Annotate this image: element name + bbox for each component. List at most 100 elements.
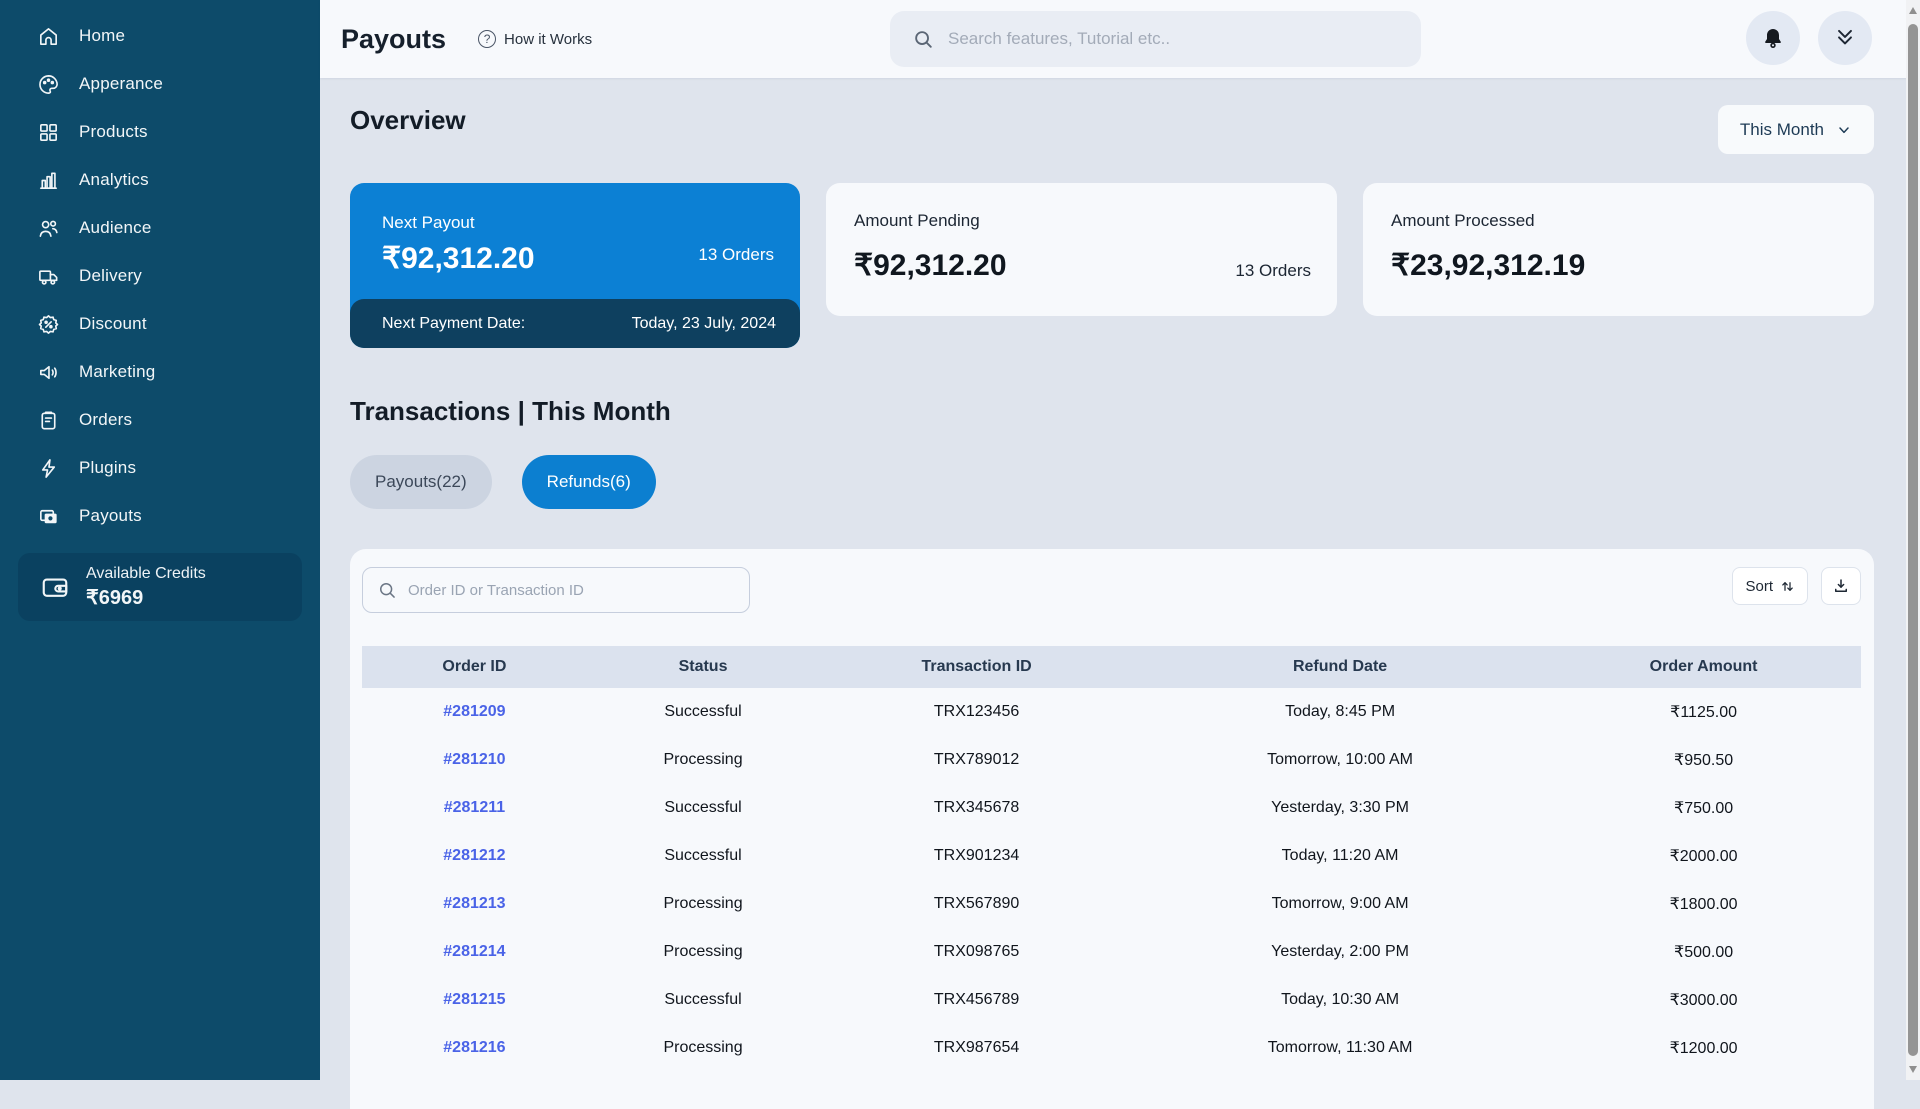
- question-circle-icon: ?: [478, 30, 496, 48]
- table-header-row: Order ID Status Transaction ID Refund Da…: [362, 646, 1861, 688]
- sidebar-item-label: Delivery: [79, 266, 142, 286]
- tab-refunds[interactable]: Refunds(6): [522, 455, 656, 509]
- sort-button[interactable]: Sort: [1732, 567, 1808, 605]
- table-search-input[interactable]: [408, 582, 728, 599]
- transactions-table: Order ID Status Transaction ID Refund Da…: [362, 646, 1861, 1072]
- scroll-up-arrow-icon[interactable]: [1909, 7, 1917, 14]
- sidebar-item-analytics[interactable]: Analytics: [0, 156, 320, 204]
- scroll-down-arrow-icon[interactable]: [1909, 1066, 1917, 1073]
- next-payout-label: Next Payout: [382, 213, 768, 233]
- cell-status: Successful: [587, 703, 819, 721]
- transactions-heading: Transactions | This Month: [350, 396, 1874, 427]
- overview-cards: Next Payout ₹92,312.20 13 Orders Next Pa…: [350, 183, 1874, 348]
- global-search-input[interactable]: [948, 29, 1368, 49]
- cell-transaction-id: TRX901234: [819, 847, 1134, 865]
- order-id-link[interactable]: #281214: [362, 943, 587, 961]
- sidebar-item-discount[interactable]: Discount: [0, 300, 320, 348]
- people-icon: [37, 217, 60, 240]
- sidebar-item-marketing[interactable]: Marketing: [0, 348, 320, 396]
- sidebar-item-products[interactable]: Products: [0, 108, 320, 156]
- period-selector-dropdown[interactable]: This Month: [1718, 105, 1874, 154]
- amount-processed-card: Amount Processed ₹23,92,312.19: [1363, 183, 1874, 316]
- cell-order-amount: ₹2000.00: [1546, 846, 1861, 866]
- sidebar-item-plugins[interactable]: Plugins: [0, 444, 320, 492]
- cell-order-amount: ₹950.50: [1546, 750, 1861, 770]
- amount-pending-orders: 13 Orders: [1235, 261, 1311, 281]
- cell-order-amount: ₹1800.00: [1546, 894, 1861, 914]
- bell-icon: [1761, 26, 1785, 50]
- sidebar-item-label: Apperance: [79, 74, 163, 94]
- collapse-header-button[interactable]: [1818, 11, 1872, 65]
- scrollbar-thumb[interactable]: [1908, 24, 1918, 1056]
- cell-status: Processing: [587, 751, 819, 769]
- sidebar-item-label: Marketing: [79, 362, 155, 382]
- wallet-icon: [40, 572, 70, 602]
- cell-order-amount: ₹1200.00: [1546, 1038, 1861, 1058]
- col-order-id: Order ID: [362, 658, 587, 676]
- sidebar-item-delivery[interactable]: Delivery: [0, 252, 320, 300]
- order-id-link[interactable]: #281216: [362, 1039, 587, 1057]
- cell-order-amount: ₹1125.00: [1546, 702, 1861, 722]
- cell-order-amount: ₹3000.00: [1546, 990, 1861, 1010]
- cell-order-amount: ₹500.00: [1546, 942, 1861, 962]
- sidebar: Home Apperance Products Analytics Audience De…: [0, 0, 320, 1080]
- cell-status: Successful: [587, 799, 819, 817]
- cell-status: Processing: [587, 1039, 819, 1057]
- lightning-icon: [37, 457, 60, 480]
- how-it-works-link[interactable]: ? How it Works: [478, 30, 592, 48]
- amount-processed-label: Amount Processed: [1391, 211, 1846, 231]
- cell-transaction-id: TRX456789: [819, 991, 1134, 1009]
- order-id-link[interactable]: #281213: [362, 895, 587, 913]
- order-id-link[interactable]: #281211: [362, 799, 587, 817]
- sidebar-item-home[interactable]: Home: [0, 12, 320, 60]
- cell-refund-date: Tomorrow, 9:00 AM: [1134, 895, 1546, 913]
- payout-cards-icon: [37, 505, 60, 528]
- vertical-scrollbar[interactable]: [1906, 0, 1920, 1080]
- search-icon: [912, 28, 934, 50]
- amount-pending-card: Amount Pending ₹92,312.20 13 Orders: [826, 183, 1337, 316]
- sidebar-item-label: Products: [79, 122, 148, 142]
- tab-payouts[interactable]: Payouts(22): [350, 455, 492, 509]
- sort-label: Sort: [1745, 578, 1773, 595]
- bar-chart-icon: [37, 169, 60, 192]
- order-id-link[interactable]: #281210: [362, 751, 587, 769]
- transactions-tabs: Payouts(22) Refunds(6): [350, 455, 1874, 509]
- cell-transaction-id: TRX098765: [819, 943, 1134, 961]
- order-id-link[interactable]: #281212: [362, 847, 587, 865]
- notifications-button[interactable]: [1746, 11, 1800, 65]
- available-credits-card[interactable]: Available Credits ₹6969: [18, 553, 302, 621]
- sidebar-item-orders[interactable]: Orders: [0, 396, 320, 444]
- palette-icon: [37, 73, 60, 96]
- col-order-amount: Order Amount: [1546, 658, 1861, 676]
- sidebar-item-label: Payouts: [79, 506, 142, 526]
- col-transaction-id: Transaction ID: [819, 658, 1134, 676]
- cell-refund-date: Yesterday, 2:00 PM: [1134, 943, 1546, 961]
- cell-refund-date: Today, 8:45 PM: [1134, 703, 1546, 721]
- order-id-link[interactable]: #281215: [362, 991, 587, 1009]
- sidebar-item-payouts[interactable]: Payouts: [0, 492, 320, 540]
- cell-order-amount: ₹750.00: [1546, 798, 1861, 818]
- global-search: [890, 11, 1421, 67]
- megaphone-icon: [37, 361, 60, 384]
- credits-label: Available Credits: [86, 565, 206, 583]
- sort-arrows-icon: [1780, 579, 1795, 594]
- download-button[interactable]: [1821, 567, 1861, 605]
- amount-processed-amount: ₹23,92,312.19: [1391, 248, 1846, 283]
- sidebar-item-apperance[interactable]: Apperance: [0, 60, 320, 108]
- transactions-table-card: Sort Order ID Status: [350, 549, 1874, 1109]
- overview-heading: Overview: [350, 105, 466, 136]
- sidebar-item-label: Audience: [79, 218, 152, 238]
- credits-value: ₹6969: [86, 585, 206, 610]
- sidebar-item-audience[interactable]: Audience: [0, 204, 320, 252]
- cell-status: Processing: [587, 895, 819, 913]
- table-search: [362, 567, 750, 613]
- next-payout-card: Next Payout ₹92,312.20 13 Orders Next Pa…: [350, 183, 800, 348]
- order-id-link[interactable]: #281209: [362, 703, 587, 721]
